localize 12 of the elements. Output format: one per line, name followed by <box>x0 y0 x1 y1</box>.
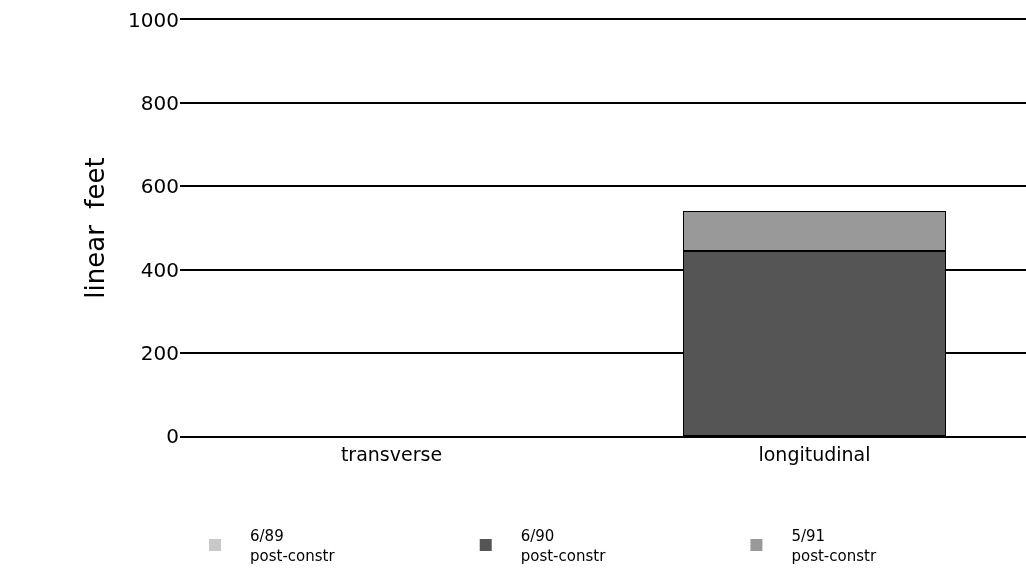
legend-label: 5/91 post-constr <box>791 527 877 565</box>
y-axis-title: linear feet <box>80 157 111 299</box>
y-tick-label: 1000 <box>128 8 179 32</box>
x-tick-label: transverse <box>340 442 443 465</box>
y-tick-label: 800 <box>140 91 179 116</box>
legend-label: 6/90 post-constr <box>520 527 607 565</box>
y-tick-label: 600 <box>140 174 179 199</box>
y-tick-label: 400 <box>140 257 179 282</box>
y-tick-label: 200 <box>140 340 179 365</box>
legend-label: 6/89 post-constr <box>250 527 336 565</box>
y-tick-label: 0 <box>166 424 179 448</box>
x-tick-label: longitudinal <box>758 442 871 465</box>
